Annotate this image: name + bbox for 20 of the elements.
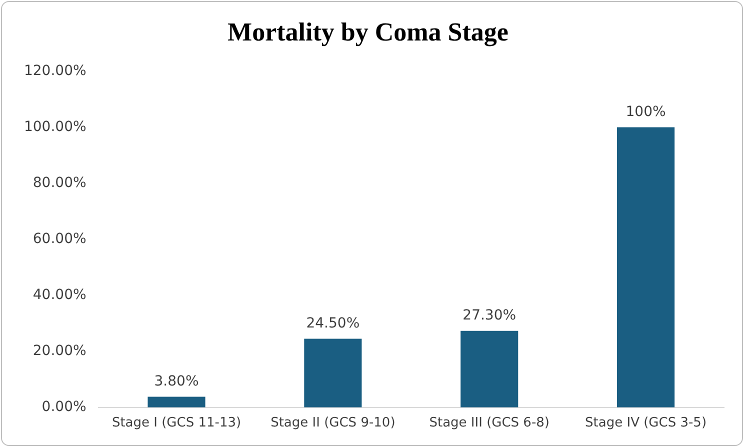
x-tick-label: Stage I (GCS 11-13) [112,416,242,431]
y-tick-label: 40.00% [32,286,86,303]
chart-title: Mortality by Coma Stage [228,17,508,46]
y-tick-label: 60.00% [32,230,86,247]
x-tick-label: Stage II (GCS 9-10) [270,416,396,431]
bar [148,396,206,408]
y-tick-label: 80.00% [32,174,86,191]
bar [460,330,518,408]
bar [617,127,675,408]
data-label: 3.80% [154,373,199,390]
y-tick-label: 120.00% [24,62,86,79]
x-tick-label: Stage III (GCS 6-8) [429,416,550,431]
bar [304,338,362,408]
data-label: 27.30% [462,308,516,324]
x-tick-label: Stage IV (GCS 3-5) [585,416,707,431]
y-tick-label: 20.00% [32,343,86,360]
data-label: 100% [626,104,666,120]
y-tick-label: 100.00% [24,118,86,135]
y-tick-label: 0.00% [42,399,86,416]
data-label: 24.50% [306,315,360,332]
